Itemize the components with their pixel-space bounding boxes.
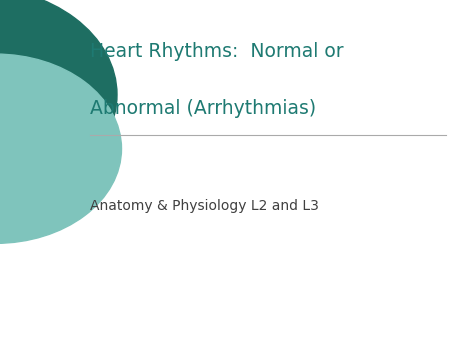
Text: Abnormal (Arrhythmias): Abnormal (Arrhythmias) (90, 99, 316, 118)
Text: Heart Rhythms:  Normal or: Heart Rhythms: Normal or (90, 42, 344, 61)
Circle shape (0, 54, 122, 243)
Circle shape (0, 0, 117, 203)
Text: Anatomy & Physiology L2 and L3: Anatomy & Physiology L2 and L3 (90, 199, 319, 213)
